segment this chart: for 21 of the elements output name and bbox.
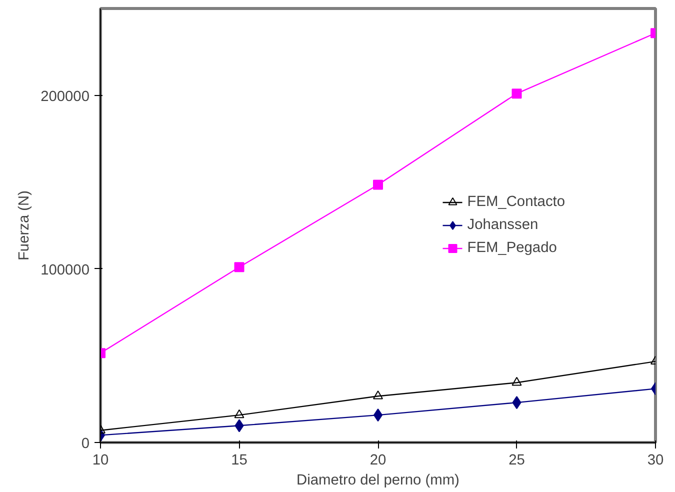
point xyxy=(373,180,383,190)
point xyxy=(234,262,244,272)
legend-label: FEM_Contacto xyxy=(467,194,565,210)
x-tick-label: 30 xyxy=(647,452,664,468)
y-tick-label: 0 xyxy=(81,436,90,452)
y-tick-label: 200000 xyxy=(40,88,90,105)
point xyxy=(512,376,522,386)
point xyxy=(234,419,244,432)
x-tick-label: 15 xyxy=(231,452,248,468)
x-axis-title: Diametro del perno (mm) xyxy=(296,472,460,488)
x-tick-label: 25 xyxy=(508,452,525,468)
legend-label: Johanssen xyxy=(467,217,538,233)
point xyxy=(373,390,383,400)
point xyxy=(512,88,522,99)
point xyxy=(234,409,244,418)
y-axis-title: Fuerza (N) xyxy=(16,190,33,261)
point xyxy=(512,396,522,410)
x-tick-label: 20 xyxy=(370,452,386,468)
y-tick-label: 100000 xyxy=(40,262,90,278)
x-tick-label: 10 xyxy=(92,452,109,468)
legend-label: FEM_Pegado xyxy=(467,240,557,256)
